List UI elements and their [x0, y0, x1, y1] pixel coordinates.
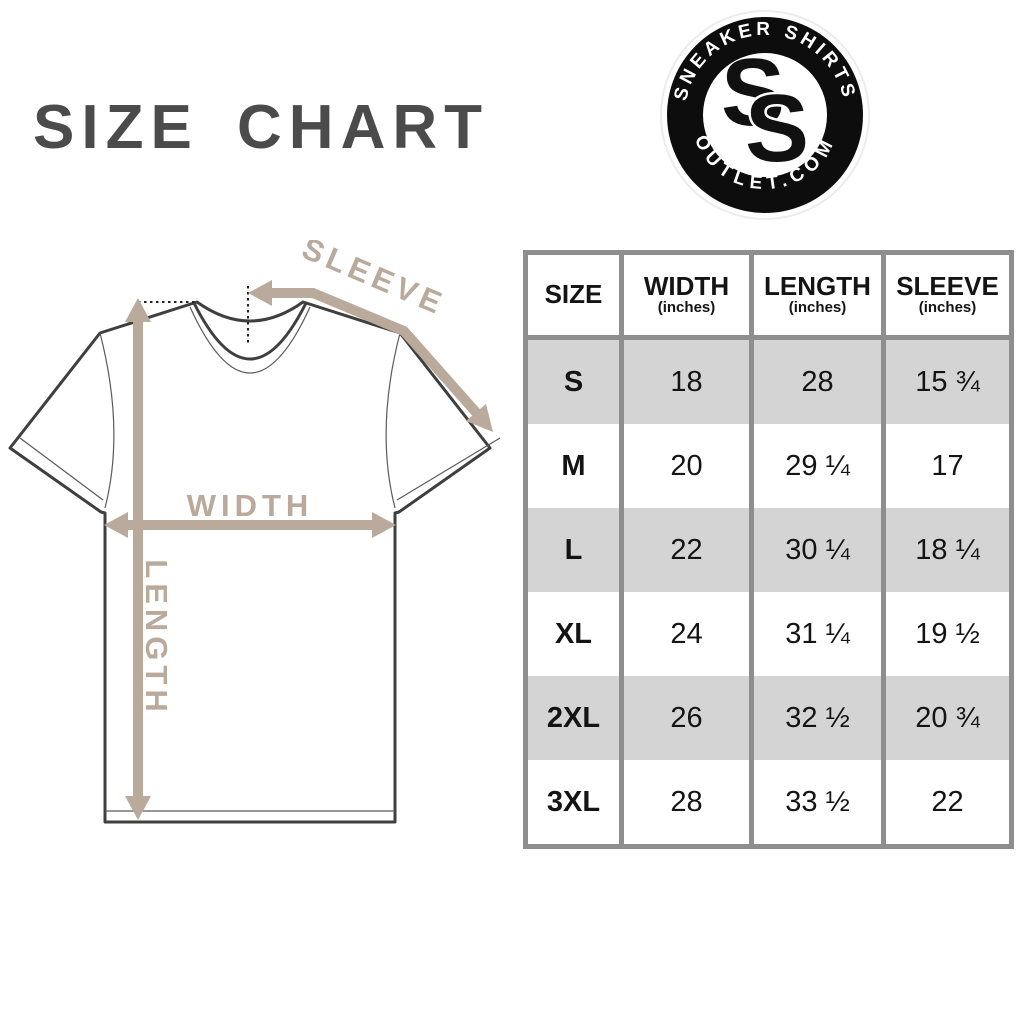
width-cell: 18: [619, 337, 754, 424]
length-cell: 30 ¼: [749, 508, 886, 592]
width-cell: 22: [619, 508, 754, 592]
width-cell: 24: [619, 592, 754, 676]
size-cell: L: [523, 508, 624, 592]
length-cell: 29 ¼: [749, 424, 886, 508]
size-table-grid: SIZE WIDTH (inches) LENGTH (inches) SLEE…: [523, 250, 1014, 849]
width-cell: 28: [619, 760, 754, 849]
length-cell: 33 ½: [749, 760, 886, 849]
header-size: SIZE: [523, 250, 624, 340]
table-row: 2XL 26 32 ½ 20 ¾: [523, 676, 1014, 760]
tshirt-outline: [8, 300, 492, 824]
left-sleeve-seam: [99, 332, 115, 509]
size-cell: 2XL: [523, 676, 624, 760]
length-arrow: [125, 298, 151, 820]
size-cell: S: [523, 337, 624, 424]
table-row: S 18 28 15 ¾: [523, 337, 1014, 424]
tshirt-measurement-diagram: WIDTH LENGTH SLEEVE: [8, 240, 501, 824]
sleeve-cell: 17: [881, 424, 1014, 508]
page-title: SIZE CHART: [33, 93, 489, 162]
right-sleeve-hem: [396, 437, 501, 501]
width-label: WIDTH: [187, 488, 314, 523]
table-row: M 20 29 ¼ 17: [523, 424, 1014, 508]
tshirt-drawing: [8, 300, 501, 824]
header-length: LENGTH (inches): [749, 250, 886, 340]
length-cell: 32 ½: [749, 676, 886, 760]
header-width: WIDTH (inches): [619, 250, 754, 340]
table-row: XL 24 31 ¼ 19 ½: [523, 592, 1014, 676]
table-row: 3XL 28 33 ½ 22: [523, 760, 1014, 849]
table-header-row: SIZE WIDTH (inches) LENGTH (inches) SLEE…: [523, 250, 1014, 340]
svg-text:S: S: [721, 39, 785, 146]
left-sleeve-hem: [19, 437, 104, 501]
length-cell: 31 ¼: [749, 592, 886, 676]
sleeve-cell: 18 ¼: [881, 508, 1014, 592]
width-cell: 26: [619, 676, 754, 760]
logo-inner-circle: [703, 53, 827, 177]
sleeve-cell: 19 ½: [881, 592, 1014, 676]
brand-logo: SNEAKER SHIRTS OUTLET.COM S S: [660, 10, 870, 220]
width-cell: 20: [619, 424, 754, 508]
length-cell: 28: [749, 337, 886, 424]
size-cell: M: [523, 424, 624, 508]
collar-band: [192, 302, 308, 361]
sleeve-cell: 20 ¾: [881, 676, 1014, 760]
size-cell: 3XL: [523, 760, 624, 849]
collar-seam: [189, 306, 311, 374]
table-row: L 22 30 ¼ 18 ¼: [523, 508, 1014, 592]
length-label: LENGTH: [139, 559, 174, 716]
width-arrow: [104, 512, 396, 538]
svg-text:S: S: [745, 75, 809, 182]
size-cell: XL: [523, 592, 624, 676]
right-sleeve-seam: [385, 332, 401, 509]
sleeve-arrow: [248, 280, 493, 432]
sleeve-cell: 22: [881, 760, 1014, 849]
size-table: SIZE WIDTH (inches) LENGTH (inches) SLEE…: [523, 250, 1014, 849]
header-sleeve: SLEEVE (inches): [881, 250, 1014, 340]
ss-monogram-icon: S S: [721, 39, 812, 185]
sleeve-cell: 15 ¾: [881, 337, 1014, 424]
